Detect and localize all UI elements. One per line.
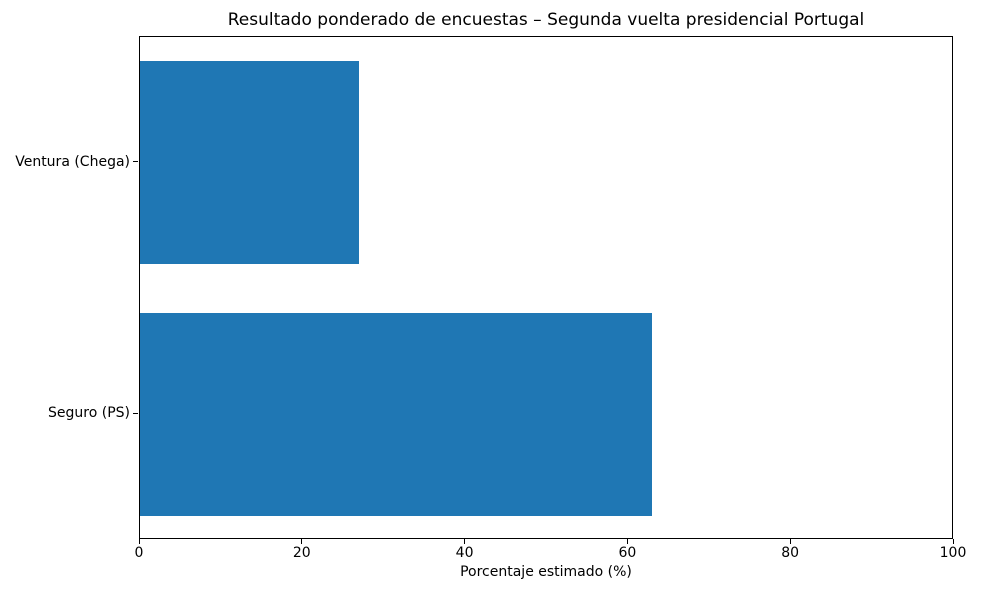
x-tick-mark (952, 539, 954, 544)
x-tick-label: 0 (134, 545, 144, 561)
x-tick-mark (301, 539, 303, 544)
chart-title: Resultado ponderado de encuestas – Segun… (227, 10, 865, 30)
x-tick-mark (789, 539, 791, 544)
x-tick-mark (138, 539, 140, 544)
y-tick-mark (133, 412, 138, 414)
x-tick-mark (626, 539, 628, 544)
x-tick-label: 100 (939, 545, 967, 561)
y-tick-label: Ventura (Chega) (15, 153, 130, 170)
plot-area (139, 36, 953, 539)
x-tick-label: 20 (292, 545, 311, 561)
bar-ventura-chega (140, 61, 360, 265)
y-tick-mark (133, 161, 138, 163)
y-tick-label: Seguro (PS) (48, 405, 130, 422)
x-axis-label: Porcentaje estimado (%) (460, 564, 632, 580)
bar-seguro-ps (140, 312, 652, 516)
x-tick-label: 40 (455, 545, 474, 561)
x-tick-label: 80 (781, 545, 800, 561)
x-tick-label: 60 (618, 545, 637, 561)
x-tick-mark (464, 539, 466, 544)
